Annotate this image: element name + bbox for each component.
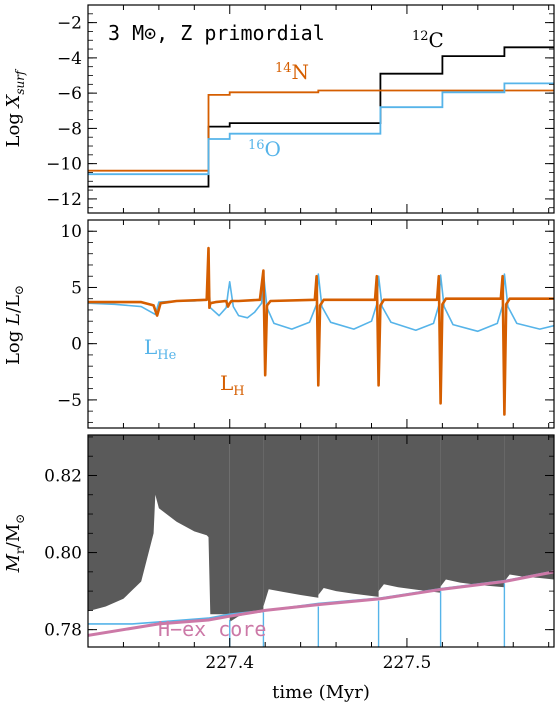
lh-label: LH [220,371,245,399]
panel-surface-abundances: −12 −10 −8 −6 −4 −2 3 M⊙, Z primordial 12C 14… [3,4,555,214]
y-tick-label: 0.78 [44,621,82,641]
middle-y-axis-title: Log L/L⊙ [3,285,26,365]
panel-luminosities: −5 0 5 10 LHe LH Log L/L⊙ [3,219,555,429]
n14-label: 14N [275,60,309,84]
h-ex-core-label: H−ex core [158,617,266,641]
middle-panel-ticks: −5 0 5 10 [57,219,554,428]
lhe-label: LHe [144,335,177,363]
y-tick-label: −8 [57,119,82,139]
y-tick-label: 0 [71,335,82,355]
y-tick-label: −5 [57,391,82,411]
convective-zone-fill [318,435,379,597]
o16-label: 16O [248,137,281,161]
middle-panel-frame [87,219,555,429]
top-y-axis-title: Log Xsurf [3,68,27,147]
x-axis-title: time (Myr) [272,682,370,703]
y-tick-label: −4 [57,49,82,69]
convective-zone-fill [378,435,441,593]
y-tick-label: −12 [46,190,82,210]
bottom-panel-frame [87,434,555,648]
convective-zone-fill [88,435,230,615]
y-tick-label: −6 [57,84,82,104]
bottom-panel-ticks: 0.78 0.80 0.82 227.4 227.5 [44,435,554,673]
x-tick-label: 227.5 [383,653,432,673]
series-line-L_H [88,246,554,416]
c12-label: 12C [412,28,444,52]
convective-zone-fill [504,435,554,582]
convective-zone-fill [440,435,505,588]
convective-zone-fill [229,435,264,622]
convective-zone-plot-area [88,435,554,647]
top-panel-ticks: −12 −10 −8 −6 −4 −2 [46,4,554,213]
luminosity-plot-area [88,246,554,416]
series-line-16O [88,82,554,176]
bottom-y-axis-title: Mr/M⊙ [3,514,27,574]
y-tick-label: −10 [46,155,82,175]
convective-zone-fill [263,435,319,607]
top-panel-frame [87,4,555,214]
y-tick-label: 0.82 [44,466,82,486]
surface-abundance-plot-area [88,46,554,188]
series-line-12C [88,46,554,188]
series-line-14N [88,89,554,172]
series-line-h-ex-core [88,570,554,637]
y-tick-label: 10 [60,222,82,242]
y-tick-label: 0.80 [44,544,82,564]
x-tick-label: 227.4 [205,653,254,673]
y-tick-label: 5 [71,278,82,298]
y-tick-label: −2 [57,14,82,34]
panel-convective-zones: 0.78 0.80 0.82 227.4 227.5 H−ex core Mr/M⊙ t… [3,434,555,703]
model-annotation: 3 M⊙, Z primordial [108,21,325,45]
